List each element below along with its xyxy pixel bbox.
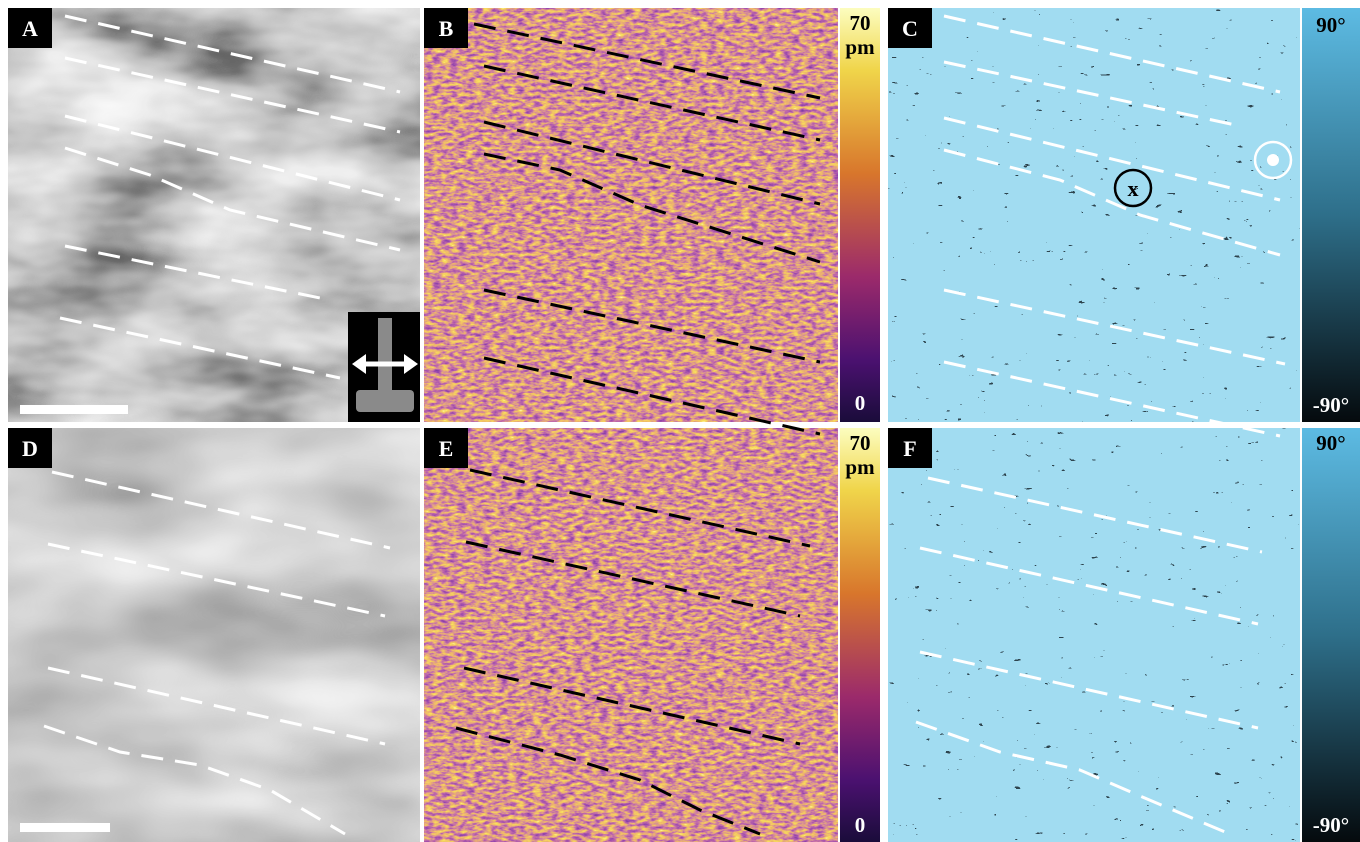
- colorbar-unit: pm: [845, 35, 875, 59]
- colorbar: [840, 8, 880, 422]
- colorbar-max: 70: [850, 431, 871, 455]
- colorbar-max: 70: [850, 11, 871, 35]
- image-f: [888, 428, 1300, 842]
- colorbar-unit: pm: [845, 455, 875, 479]
- colorbar: [840, 428, 880, 842]
- colorbar: [1302, 8, 1360, 422]
- image-c: [888, 8, 1300, 422]
- colorbar-min: 0: [855, 391, 866, 415]
- colorbar: [1302, 428, 1360, 842]
- marker-cross: x: [1128, 176, 1139, 201]
- image-e: [424, 428, 838, 842]
- colorbar-min: 0: [855, 813, 866, 837]
- colorbar-min: -90°: [1313, 813, 1349, 837]
- scale-bar: [20, 823, 110, 832]
- panel-label: E: [439, 436, 454, 461]
- marker-dot: [1267, 154, 1279, 166]
- colorbar-max: 90°: [1316, 13, 1345, 37]
- panel-label: A: [22, 16, 38, 41]
- colorbar-max: 90°: [1316, 431, 1345, 455]
- image-d: [8, 428, 420, 842]
- colorbar-min: -90°: [1313, 393, 1349, 417]
- figure: x A B C D E F 70 pm 0 90° -90° 70 pm 0 9…: [0, 0, 1360, 842]
- scale-bar: [20, 405, 128, 414]
- panel-label: B: [439, 16, 454, 41]
- panel-label: F: [903, 436, 916, 461]
- panel-label: C: [902, 16, 918, 41]
- orientation-icon: [348, 312, 420, 422]
- panel-label: D: [22, 436, 38, 461]
